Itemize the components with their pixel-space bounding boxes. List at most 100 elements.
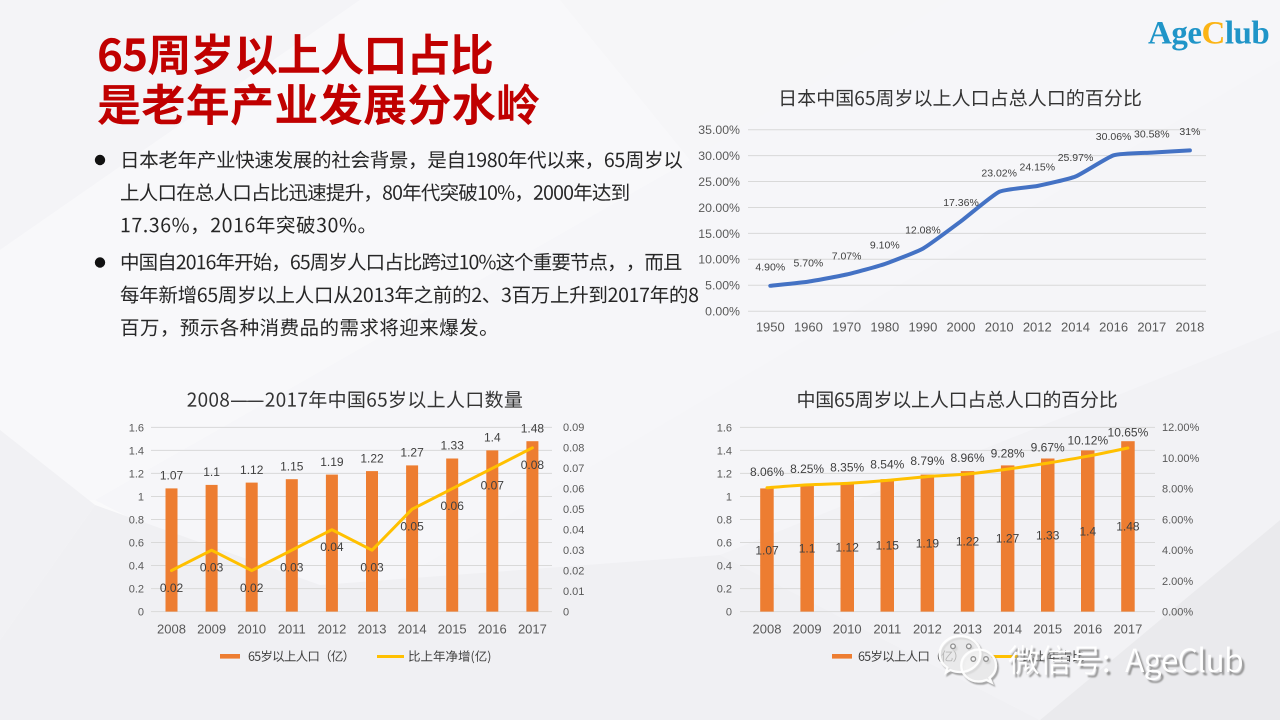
svg-text:1.1: 1.1: [799, 542, 816, 556]
svg-text:8.79%: 8.79%: [910, 454, 944, 468]
svg-text:1.4: 1.4: [484, 431, 501, 445]
svg-text:2014: 2014: [1061, 320, 1090, 335]
svg-text:1950: 1950: [756, 320, 785, 335]
svg-text:0.07: 0.07: [563, 463, 584, 475]
svg-text:1.15: 1.15: [280, 459, 304, 473]
svg-text:2012: 2012: [913, 622, 942, 637]
svg-text:2009: 2009: [793, 622, 822, 637]
svg-text:1: 1: [138, 491, 144, 503]
svg-text:2010: 2010: [237, 622, 266, 637]
svg-text:2011: 2011: [873, 622, 901, 637]
svg-text:2016: 2016: [478, 622, 507, 637]
svg-text:0.6: 0.6: [129, 537, 144, 549]
svg-text:2008: 2008: [157, 622, 186, 637]
svg-text:1.6: 1.6: [129, 422, 144, 434]
svg-text:9.67%: 9.67%: [1031, 440, 1065, 454]
svg-text:1.27: 1.27: [996, 532, 1020, 546]
svg-text:2010: 2010: [985, 320, 1014, 335]
svg-text:6.00%: 6.00%: [1162, 514, 1193, 526]
svg-text:0.4: 0.4: [717, 560, 732, 572]
svg-text:2018: 2018: [1175, 320, 1204, 335]
svg-text:0.03: 0.03: [563, 545, 584, 557]
svg-text:2016: 2016: [1073, 622, 1102, 637]
svg-text:0.2: 0.2: [129, 584, 144, 596]
svg-text:1.2: 1.2: [129, 468, 144, 480]
svg-text:0: 0: [726, 607, 732, 619]
svg-text:1970: 1970: [832, 320, 861, 335]
svg-text:0.08: 0.08: [563, 443, 584, 455]
svg-text:0.09: 0.09: [563, 422, 584, 434]
svg-text:0.03: 0.03: [360, 560, 384, 574]
svg-text:2015: 2015: [1033, 622, 1062, 637]
svg-text:1.12: 1.12: [240, 463, 264, 477]
svg-text:0.06: 0.06: [563, 484, 584, 496]
svg-text:2013: 2013: [358, 622, 387, 637]
svg-text:0.05: 0.05: [400, 520, 424, 534]
svg-text:1.22: 1.22: [360, 451, 384, 465]
svg-text:1.6: 1.6: [717, 422, 732, 434]
svg-text:2008: 2008: [753, 622, 782, 637]
svg-text:5.00%: 5.00%: [705, 279, 740, 293]
svg-text:1.4: 1.4: [1079, 524, 1096, 538]
svg-text:1.07: 1.07: [755, 543, 779, 557]
svg-text:2016: 2016: [1099, 320, 1128, 335]
svg-text:1.33: 1.33: [1036, 528, 1060, 542]
svg-text:12.08%: 12.08%: [905, 224, 941, 236]
svg-text:0.04: 0.04: [320, 540, 344, 554]
svg-text:0.8: 0.8: [129, 514, 144, 526]
svg-text:2017: 2017: [1113, 622, 1142, 637]
svg-text:30.06%: 30.06%: [1096, 131, 1132, 143]
svg-text:0.03: 0.03: [200, 560, 224, 574]
svg-text:2012: 2012: [317, 622, 346, 637]
svg-text:7.07%: 7.07%: [832, 250, 862, 262]
svg-text:1.4: 1.4: [717, 445, 732, 457]
svg-text:2013: 2013: [953, 622, 982, 637]
svg-text:4.90%: 4.90%: [755, 262, 785, 274]
svg-text:0.06: 0.06: [441, 499, 465, 513]
svg-text:1980: 1980: [870, 320, 899, 335]
svg-text:0.8: 0.8: [717, 514, 732, 526]
svg-text:30.58%: 30.58%: [1134, 128, 1170, 140]
svg-text:2010: 2010: [833, 622, 862, 637]
svg-text:2011: 2011: [278, 622, 306, 637]
svg-text:8.96%: 8.96%: [950, 451, 984, 465]
svg-text:0.4: 0.4: [129, 560, 144, 572]
svg-text:0.03: 0.03: [280, 560, 304, 574]
svg-text:2000: 2000: [947, 320, 976, 335]
svg-text:0.08: 0.08: [521, 458, 545, 472]
svg-text:4.00%: 4.00%: [1162, 545, 1193, 557]
svg-text:AgeClub: AgeClub: [1148, 16, 1269, 52]
svg-text:5.70%: 5.70%: [794, 257, 824, 269]
svg-text:2.00%: 2.00%: [1162, 576, 1193, 588]
svg-text:1: 1: [726, 491, 732, 503]
svg-text:12.00%: 12.00%: [1162, 422, 1200, 434]
svg-text:9.10%: 9.10%: [870, 240, 900, 252]
svg-text:0.05: 0.05: [563, 504, 584, 516]
svg-text:0.00%: 0.00%: [705, 305, 740, 319]
svg-text:0.00%: 0.00%: [1162, 607, 1193, 619]
svg-text:10.00%: 10.00%: [698, 253, 740, 267]
svg-text:2012: 2012: [1023, 320, 1052, 335]
svg-text:15.00%: 15.00%: [698, 227, 740, 241]
svg-text:1960: 1960: [794, 320, 823, 335]
svg-text:8.35%: 8.35%: [830, 461, 864, 475]
svg-text:2017: 2017: [1137, 320, 1166, 335]
svg-text:0.04: 0.04: [563, 525, 584, 537]
svg-text:35.00%: 35.00%: [698, 123, 740, 137]
svg-text:20.00%: 20.00%: [698, 201, 740, 215]
svg-text:8.00%: 8.00%: [1162, 484, 1193, 496]
svg-text:2015: 2015: [438, 622, 467, 637]
svg-text:2014: 2014: [398, 622, 427, 637]
svg-text:1.12: 1.12: [836, 540, 860, 554]
svg-text:0.6: 0.6: [717, 537, 732, 549]
svg-text:1.19: 1.19: [916, 536, 940, 550]
svg-text:8.06%: 8.06%: [750, 465, 784, 479]
svg-text:10.12%: 10.12%: [1067, 433, 1108, 447]
svg-text:0.02: 0.02: [563, 566, 584, 578]
svg-text:0: 0: [138, 607, 144, 619]
svg-text:1.48: 1.48: [1116, 520, 1140, 534]
svg-text:2017: 2017: [518, 622, 547, 637]
svg-text:0.07: 0.07: [481, 479, 505, 493]
svg-text:2009: 2009: [197, 622, 226, 637]
svg-text:0.02: 0.02: [160, 581, 184, 595]
